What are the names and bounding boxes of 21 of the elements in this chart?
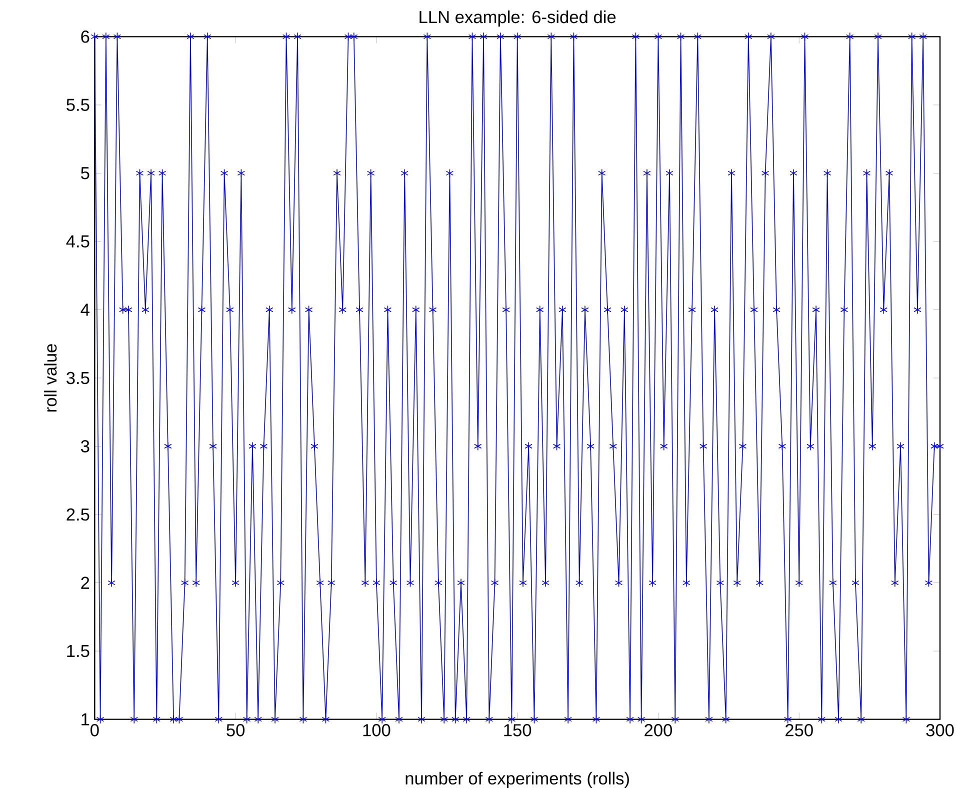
x-tick-label: 200 [644, 724, 672, 736]
y-tick-label: 3 [80, 440, 90, 452]
y-tick-label: 5.5 [66, 98, 90, 111]
y-tick-label: 2 [81, 576, 90, 589]
x-tick-label: 0 [90, 724, 99, 736]
x-axis-title: number of experiments (rolls) [406, 772, 629, 788]
x-tick-label: 50 [226, 724, 245, 736]
y-tick-label: 2.5 [66, 508, 90, 521]
x-tick-label: 150 [504, 724, 532, 736]
y-tick-label: 1 [82, 713, 90, 726]
y-tick-label: 6 [81, 30, 90, 43]
x-tick-label: 250 [786, 724, 813, 736]
y-tick-label: 4.5 [66, 235, 90, 248]
x-tick-label: 300 [926, 724, 954, 736]
y-tick-label: 5 [81, 167, 90, 180]
chart-title: LLN example: 6-sided die [420, 10, 616, 27]
x-tick-label: 100 [363, 724, 390, 736]
y-tick-label: 4 [80, 304, 90, 316]
y-tick-label: 1.5 [67, 645, 90, 658]
y-tick-label: 3.5 [66, 372, 90, 384]
y-axis-title: roll value [44, 344, 57, 412]
